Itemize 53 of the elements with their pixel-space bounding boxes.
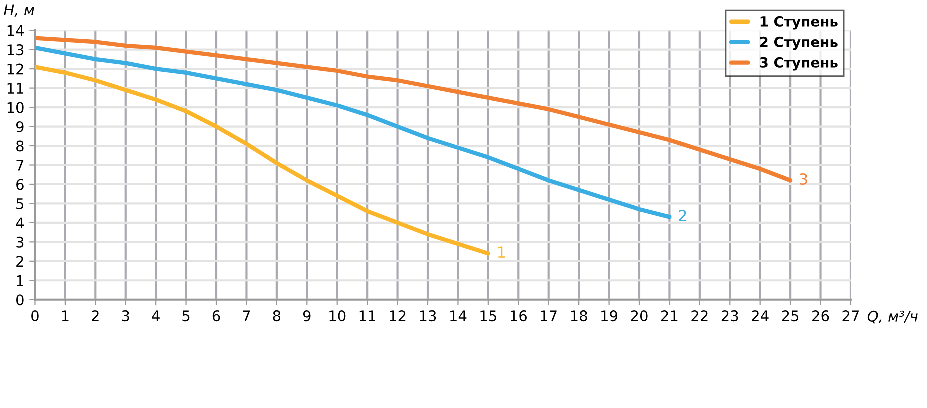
x-tick-label: 10 [330, 310, 346, 322]
y-tick-label: 5 [16, 198, 24, 210]
y-tick-label: 10 [8, 102, 24, 114]
x-tick-label: 6 [212, 310, 220, 322]
x-tick-label: 16 [510, 310, 527, 322]
x-tick-label: 15 [480, 310, 496, 322]
y-axis-title: H, м [4, 4, 34, 18]
line-series [35, 46, 672, 220]
y-tick-label: 1 [17, 276, 24, 286]
x-tick-label: 26 [812, 310, 830, 322]
x-tick-label: 13 [420, 310, 436, 322]
y-tick-label: 11 [8, 83, 24, 94]
legend-label: 3 Ступень [760, 57, 838, 71]
x-tick-label: 12 [390, 310, 406, 322]
x-tick-label: 17 [541, 310, 557, 322]
legend-label: 1 Ступень [760, 16, 838, 30]
annotation: 3 [800, 174, 808, 186]
x-tick-label: 18 [571, 310, 588, 322]
x-tick-label: 27 [842, 310, 860, 322]
x-tick-label: 1 [62, 310, 69, 322]
x-tick-label: 2 [92, 310, 99, 322]
x-tick-label: 11 [360, 310, 376, 322]
x-tick-label: 25 [782, 310, 799, 322]
y-tick-label: 8 [16, 140, 24, 152]
x-tick-label: 4 [152, 310, 160, 322]
x-tick-label: 20 [631, 310, 648, 322]
y-tick-label: 13 [8, 44, 24, 56]
x-tick-label: 0 [32, 310, 39, 322]
x-tick-label: 14 [450, 310, 467, 322]
y-tick-label: 7 [16, 160, 24, 171]
annotation: 1 [498, 246, 506, 258]
x-tick-label: 7 [243, 310, 250, 322]
y-tick-label: 0 [16, 294, 24, 306]
x-tick-label: 23 [722, 310, 738, 322]
y-tick-label: 3 [16, 236, 24, 248]
x-tick-label: 21 [661, 310, 678, 322]
y-tick-label: 6 [16, 179, 24, 190]
x-tick-label: 5 [182, 310, 190, 322]
x-tick-label: 24 [752, 310, 769, 322]
x-tick-label: 8 [273, 310, 281, 322]
x-tick-label: 3 [122, 310, 130, 322]
y-tick-label: 9 [16, 121, 24, 133]
annotation: 2 [679, 210, 686, 222]
line-series [35, 65, 491, 256]
legend-label: 2 Ступень [760, 36, 838, 50]
y-tick-label: 14 [8, 26, 24, 36]
x-tick-label: 9 [303, 310, 311, 322]
x-tick-label: 22 [692, 310, 708, 322]
x-tick-label: 19 [602, 310, 618, 322]
y-tick-label: 12 [8, 64, 24, 75]
y-tick-label: 4 [16, 218, 24, 228]
x-axis-title: Q, м³/ч [868, 310, 918, 324]
y-tick-label: 2 [16, 256, 24, 267]
